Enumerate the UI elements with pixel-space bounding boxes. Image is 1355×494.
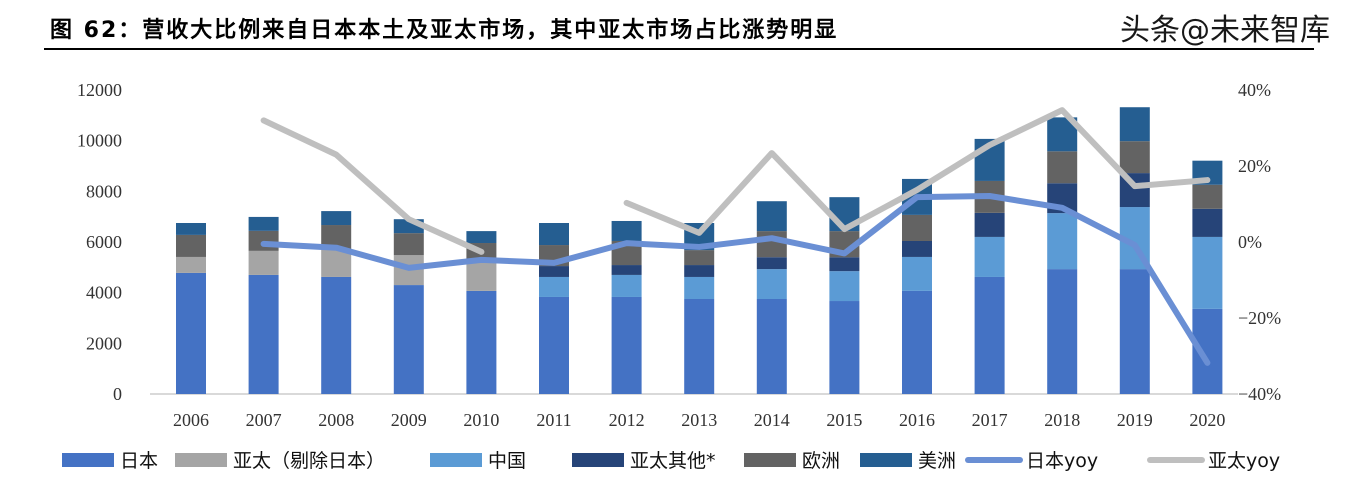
legend-label: 亚太（剔除日本）: [233, 450, 385, 472]
bar-segment: [829, 257, 860, 272]
line-series: [260, 193, 1211, 366]
bar-segment: [539, 276, 569, 297]
right-axis-tick-label: −20%: [1238, 308, 1281, 328]
left-axis-tick-label: 8000: [86, 181, 122, 201]
legend-label: 亚太其他*: [630, 450, 716, 472]
bar-segment: [1192, 236, 1223, 309]
bar-segment: [321, 276, 352, 394]
bar-segment: [248, 230, 279, 251]
bar-segment: [829, 271, 860, 302]
legend-swatch: [175, 453, 227, 467]
legend-label: 欧洲: [802, 450, 840, 472]
bar-segment: [611, 265, 642, 275]
left-axis-tick-label: 2000: [86, 333, 122, 353]
bar-segment: [974, 236, 1005, 277]
legend-label: 日本yoy: [1026, 450, 1098, 472]
bar-segment: [248, 216, 279, 231]
legend-label: 中国: [488, 450, 526, 472]
left-axis-tick-label: 6000: [86, 232, 122, 252]
watermark: 头条@未来智库: [1120, 13, 1330, 48]
x-axis-tick-label: 2013: [681, 410, 717, 430]
bar-segment: [684, 276, 715, 299]
bar-segment: [539, 296, 569, 394]
x-axis-tick-label: 2011: [536, 410, 571, 430]
bar-segment: [176, 234, 206, 257]
bar-segment: [176, 272, 206, 394]
bar-segment: [1119, 141, 1150, 174]
x-axis-tick-label: 2007: [246, 410, 282, 430]
x-axis-tick-label: 2015: [826, 410, 862, 430]
bar-segment: [248, 250, 279, 275]
bar-segment: [974, 212, 1005, 237]
bar-segment: [248, 274, 279, 394]
right-axis-tick-label: −40%: [1238, 384, 1281, 404]
bar-segment: [176, 223, 206, 235]
bar-segment: [611, 296, 642, 394]
bar-segment: [539, 223, 569, 246]
bar-segment: [1047, 213, 1078, 270]
bar-segment: [684, 250, 715, 266]
bar-segment: [466, 290, 497, 394]
bar-segment: [539, 266, 569, 277]
bar-segment: [321, 211, 352, 226]
bar-segment: [756, 269, 787, 299]
bar-segment: [974, 276, 1005, 394]
legend-label: 亚太yoy: [1208, 450, 1280, 472]
x-axis-tick-label: 2009: [391, 410, 427, 430]
bar-segment: [902, 256, 932, 291]
bar-segment: [684, 299, 715, 394]
bar-segment: [1119, 269, 1150, 394]
bar-segment: [684, 265, 715, 277]
figure-title: 图 62：营收大比例来自日本本土及亚太市场，其中亚太市场占比涨势明显: [50, 18, 839, 43]
x-axis-tick-label: 2017: [972, 410, 1008, 430]
x-axis-tick-label: 2012: [609, 410, 645, 430]
left-axis-tick-label: 12000: [77, 80, 122, 100]
bar-segment: [1119, 107, 1150, 142]
bar-segment: [902, 240, 932, 257]
title-underline: [44, 48, 1314, 50]
x-axis-tick-label: 2018: [1044, 410, 1080, 430]
x-axis-tick-label: 2019: [1117, 410, 1153, 430]
legend-swatch: [572, 453, 624, 467]
x-axis-tick-label: 2010: [463, 410, 499, 430]
bar-segment: [756, 257, 787, 270]
x-axis-tick-label: 2008: [318, 410, 354, 430]
bar-segment: [611, 274, 642, 297]
bar-segment: [1047, 269, 1078, 394]
legend-swatch: [744, 453, 796, 467]
bar-segment: [611, 220, 642, 241]
x-axis-tick-label: 2014: [754, 410, 790, 430]
bar-segment: [756, 299, 787, 394]
left-axis-tick-label: 4000: [86, 283, 122, 303]
bar-segment: [466, 259, 497, 291]
right-axis-tick-label: 0%: [1238, 232, 1262, 252]
right-axis-tick-label: 40%: [1238, 80, 1271, 100]
bar-segment: [176, 256, 206, 273]
legend-label: 日本: [120, 450, 158, 472]
legend-label: 美洲: [918, 450, 956, 472]
bar-segment: [829, 301, 860, 394]
right-axis-tick-label: 20%: [1238, 156, 1271, 176]
bar-segment: [1192, 208, 1223, 237]
bar-segment: [1047, 151, 1078, 184]
bar-segment: [321, 249, 352, 277]
legend-swatch: [860, 453, 912, 467]
bar-segment: [902, 290, 932, 394]
legend-swatch: [62, 453, 114, 467]
bar-segment: [393, 285, 424, 394]
left-axis-tick-label: 10000: [77, 131, 122, 151]
bar-segment: [466, 231, 497, 244]
x-axis-tick-label: 2006: [173, 410, 209, 430]
legend-swatch: [430, 453, 482, 467]
left-axis-tick-label: 0: [113, 384, 122, 404]
bar-segment: [756, 201, 787, 232]
x-axis-tick-label: 2016: [899, 410, 935, 430]
bar-segment: [393, 233, 424, 256]
x-axis-tick-label: 2020: [1189, 410, 1225, 430]
bar-segment: [902, 214, 932, 241]
bar-segment: [1192, 184, 1223, 209]
bar-segment: [756, 231, 787, 258]
